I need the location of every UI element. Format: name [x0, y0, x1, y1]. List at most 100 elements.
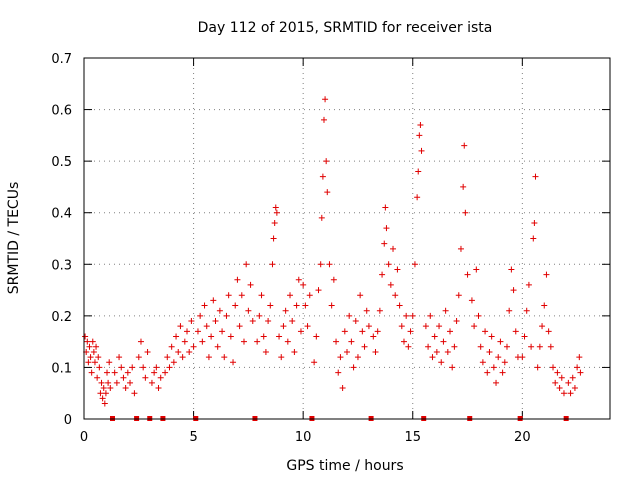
data-point: [99, 395, 106, 402]
data-point: [344, 348, 350, 355]
data-point: [326, 261, 333, 268]
data-point: [311, 359, 318, 366]
data-point: [482, 328, 489, 335]
data-point: [552, 379, 559, 386]
chart-title: Day 112 of 2015, SRMTID for receiver ist…: [198, 20, 493, 36]
data-point: [510, 287, 517, 294]
y-tick-label: 0.6: [51, 104, 72, 119]
data-point: [238, 292, 245, 299]
data-point: [348, 338, 355, 345]
data-point: [365, 323, 372, 330]
y-tick-label: 0.2: [51, 310, 72, 325]
data-point: [530, 235, 537, 242]
data-point: [461, 142, 468, 149]
data-point: [214, 343, 221, 350]
data-point: [142, 374, 149, 381]
data-point: [387, 281, 394, 288]
data-point: [414, 194, 421, 201]
data-point: [525, 281, 532, 288]
data-point: [131, 390, 138, 397]
data-point: [107, 385, 114, 392]
x-tick-label: 15: [404, 430, 421, 445]
data-point: [436, 323, 443, 330]
data-point: [102, 390, 109, 397]
data-point: [205, 354, 212, 361]
data-point: [197, 312, 204, 319]
data-point: [256, 312, 263, 319]
data-point: [101, 400, 108, 407]
data-point: [90, 348, 97, 355]
data-point: [179, 354, 186, 361]
data-point: [240, 338, 247, 345]
data-point: [148, 379, 155, 386]
data-point: [287, 292, 294, 299]
data-point: [113, 379, 120, 386]
data-points: [82, 96, 584, 407]
data-point: [577, 369, 584, 376]
y-tick-label: 0.1: [51, 361, 72, 376]
y-tick-label: 0.5: [51, 155, 72, 170]
data-point: [512, 328, 519, 335]
data-point: [282, 307, 289, 314]
data-point: [330, 276, 337, 283]
data-point: [484, 369, 491, 376]
data-point: [199, 338, 206, 345]
data-point: [272, 204, 279, 211]
y-axis-label: SRMTID / TECUs: [6, 182, 22, 295]
data-point: [291, 348, 298, 355]
data-point: [359, 328, 366, 335]
data-point: [339, 385, 346, 392]
data-point: [398, 323, 405, 330]
data-point: [137, 338, 144, 345]
data-point: [91, 359, 98, 366]
data-point: [295, 276, 302, 283]
data-point: [473, 266, 480, 273]
data-point: [289, 318, 296, 325]
data-point: [379, 271, 386, 278]
data-point: [221, 354, 228, 361]
data-point: [304, 323, 311, 330]
data-point: [245, 307, 252, 314]
data-point: [361, 343, 368, 350]
data-point: [265, 318, 272, 325]
data-point: [89, 338, 96, 345]
x-tick-label: 10: [295, 430, 312, 445]
data-point: [324, 189, 331, 196]
x-tick-label: 0: [80, 430, 88, 445]
data-point: [105, 379, 112, 386]
data-point: [574, 364, 581, 371]
data-point: [543, 271, 550, 278]
data-point: [497, 338, 504, 345]
data-point: [335, 369, 342, 376]
data-point: [415, 168, 422, 175]
data-point: [97, 390, 104, 397]
data-point: [278, 354, 285, 361]
data-point: [376, 307, 383, 314]
data-point: [471, 323, 478, 330]
data-point: [567, 390, 574, 397]
data-point: [84, 338, 91, 345]
data-point: [276, 333, 283, 340]
data-point: [262, 348, 269, 355]
data-point: [320, 116, 327, 123]
data-point: [374, 328, 381, 335]
data-point: [422, 323, 429, 330]
y-tick-label: 0.7: [51, 52, 72, 67]
data-point: [254, 338, 261, 345]
data-point: [416, 132, 423, 139]
data-point: [523, 307, 530, 314]
data-point: [447, 328, 454, 335]
data-point: [488, 333, 495, 340]
data-point: [166, 364, 173, 371]
x-tick-label: 20: [514, 430, 531, 445]
data-point: [104, 369, 111, 376]
data-point: [164, 354, 171, 361]
data-point: [227, 333, 234, 340]
data-point: [122, 385, 129, 392]
x-tick-label: 5: [189, 430, 197, 445]
data-point: [249, 318, 256, 325]
data-point: [333, 338, 340, 345]
data-point: [168, 343, 175, 350]
